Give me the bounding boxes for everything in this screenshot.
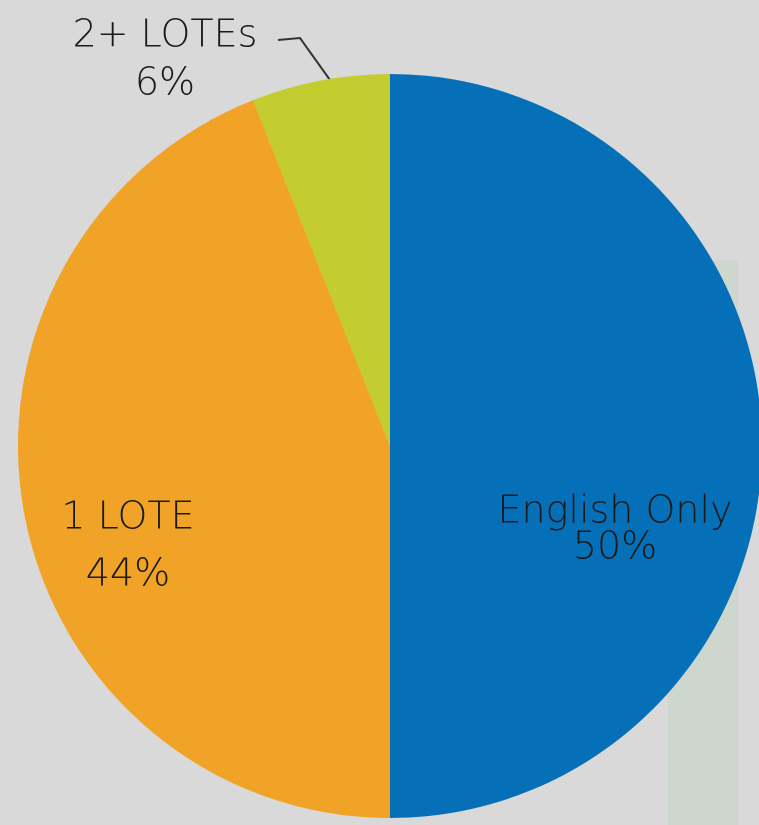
leader-line [277,36,331,81]
slice-value-label: 50% [573,524,657,568]
slice-label: 2+ LOTEs [73,12,258,56]
pie-slice [253,74,390,446]
pie-slice [17,100,390,818]
slice-value-label: 6% [135,60,195,104]
slice-value-label: 44% [86,551,170,595]
pie-slice [390,74,759,818]
slice-label: 1 LOTE [61,494,194,538]
slice-label: English Only [497,488,732,532]
